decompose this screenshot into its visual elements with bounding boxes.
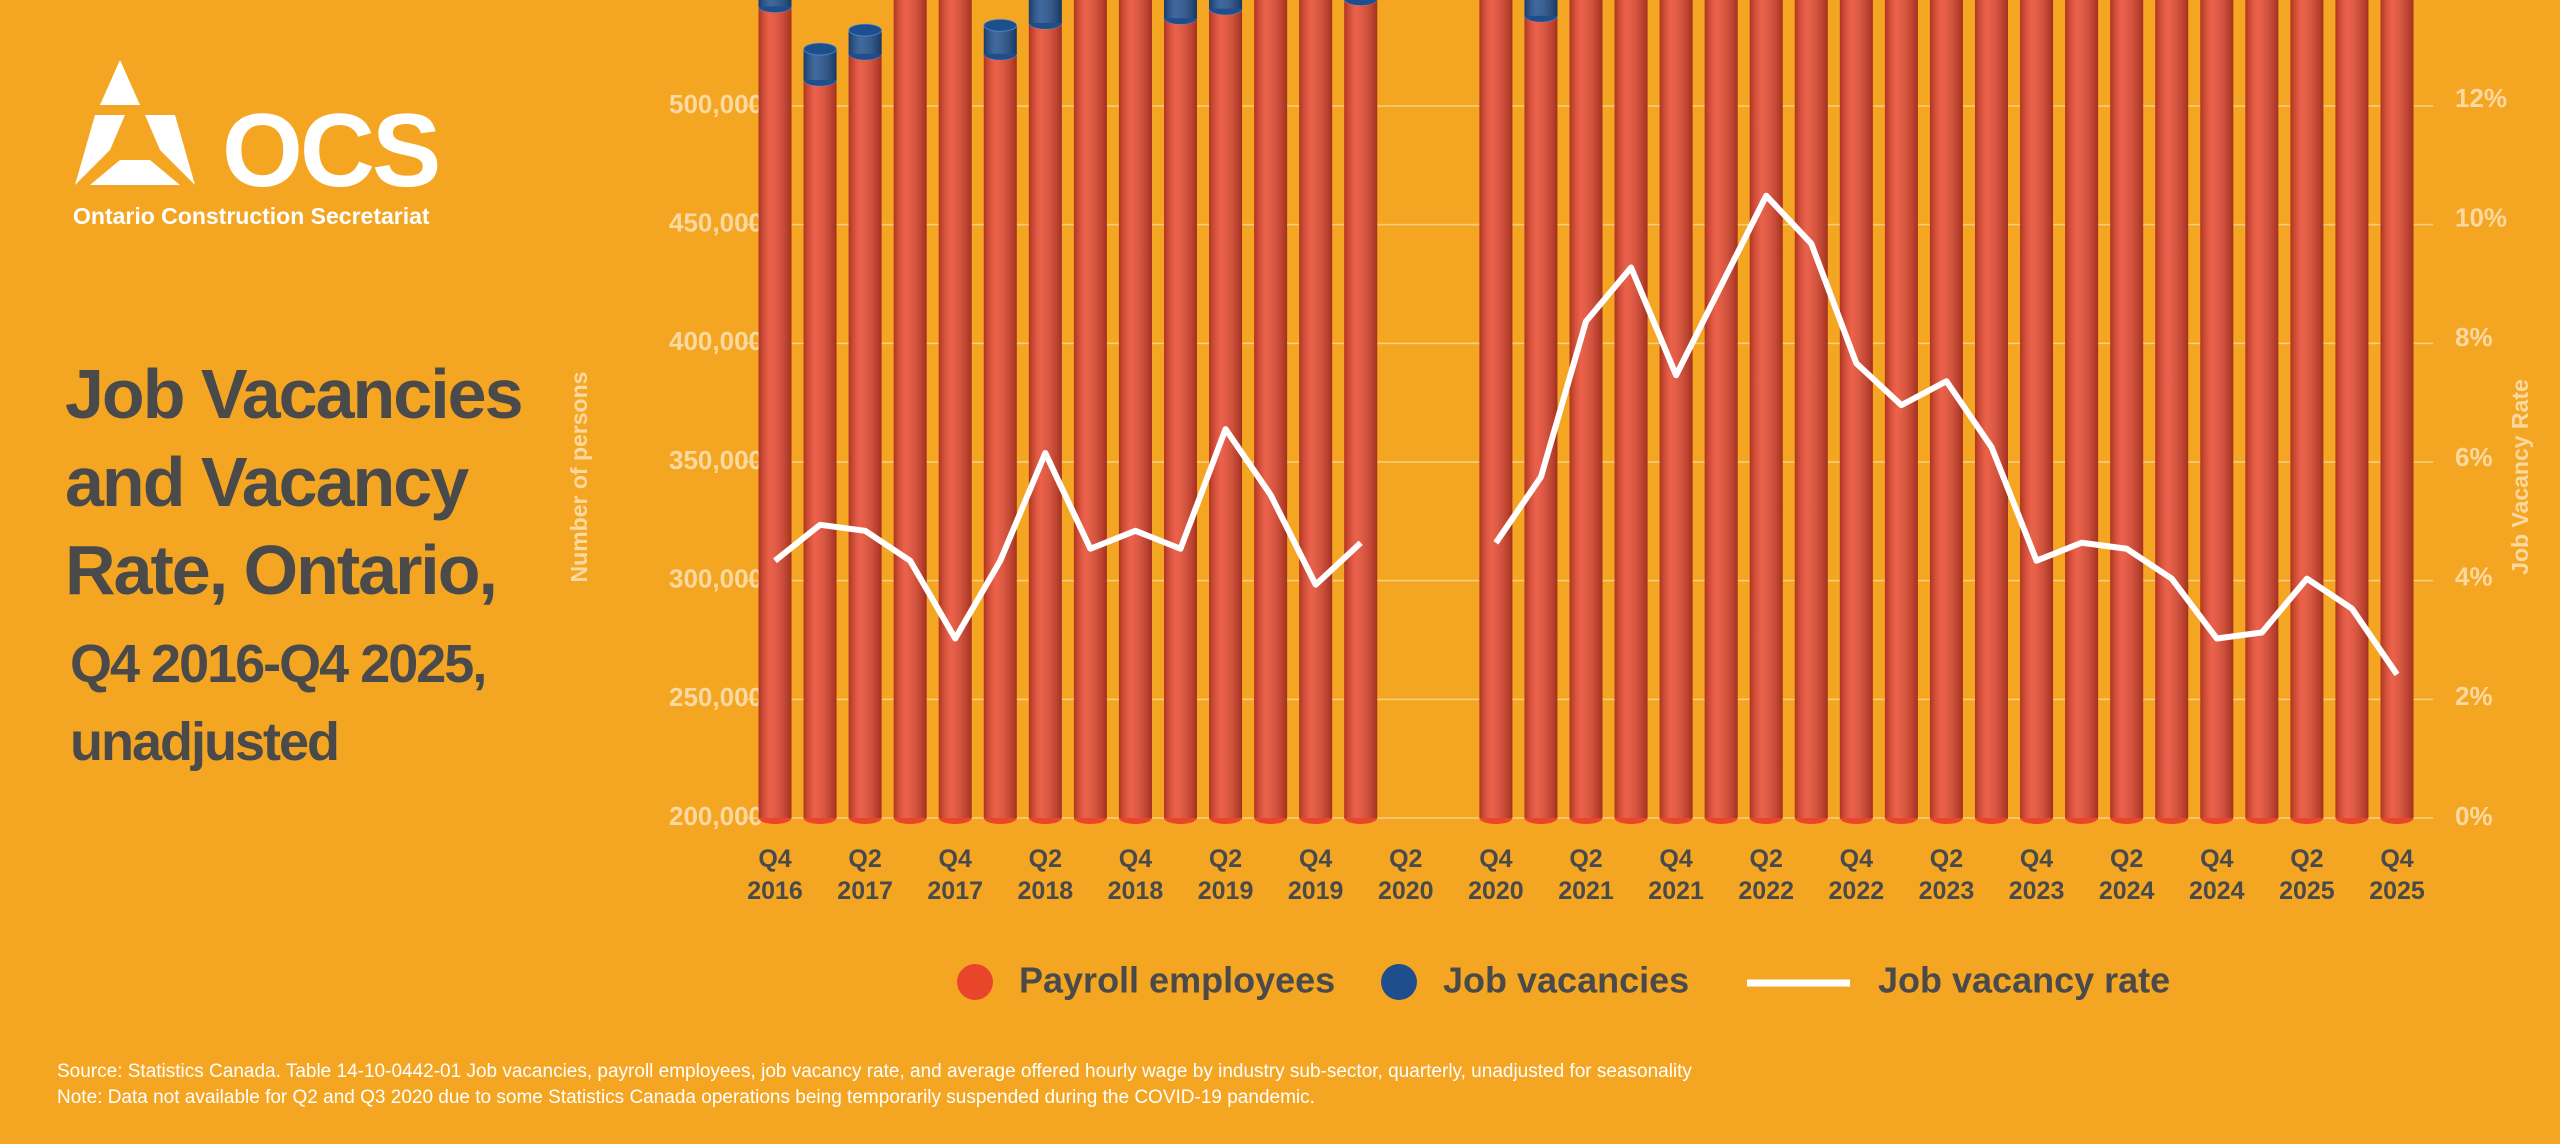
bar-shade (1073, 0, 1107, 818)
x-tick-label: Q2 2019 (1197, 845, 1254, 905)
bar-shade (1524, 15, 1558, 818)
bar-shade (1659, 0, 1693, 818)
x-tick-label: Q4 2025 (2369, 845, 2425, 905)
bar-shade (1794, 0, 1828, 818)
bar-shade (848, 53, 882, 818)
bar-shade (1118, 0, 1152, 818)
legend-swatch (957, 964, 993, 1000)
x-tick-label: Q2 2024 (2098, 845, 2155, 905)
y-tick-label: 300,000 (669, 564, 763, 594)
x-tick-label: Q2 2018 (1017, 845, 1074, 905)
source: Source: Statistics Canada. Table 14-10-0… (57, 1061, 1692, 1082)
x-tick-label: Q4 2018 (1107, 845, 1164, 905)
bar-shade (1344, 0, 1378, 818)
y-tick-label: 400,000 (669, 326, 763, 356)
bar-shade (1209, 0, 1243, 9)
bar-base (1344, 0, 1378, 6)
bar-shade (983, 53, 1017, 818)
bar-shade (938, 0, 972, 818)
bar-shade (2245, 0, 2279, 818)
y2-tick-label: 10% (2455, 203, 2507, 233)
bar-shade (1569, 0, 1603, 818)
logo-icon (75, 60, 195, 185)
bar-shade (1164, 0, 1197, 19)
x-tick-label: Q4 2023 (2008, 845, 2065, 905)
bar-shade (1479, 0, 1513, 819)
bar-shade (1839, 0, 1873, 818)
bar-shade (1524, 0, 1558, 16)
y-tick-label: 200,000 (669, 801, 763, 831)
bar-shade (1749, 0, 1783, 819)
y-axis-title: Number of persons (566, 372, 592, 583)
legend-swatch (1381, 964, 1417, 1000)
bar-shade (1028, 22, 1062, 818)
chart-title: Job Vacancies and Vacancy Rate, Ontario, (65, 355, 524, 609)
x-tick-label: Q4 2017 (927, 845, 984, 905)
y2-tick-label: 12% (2455, 83, 2507, 113)
bar-shade (848, 30, 882, 54)
y2-tick-label: 6% (2455, 442, 2493, 472)
bar-shade (1975, 0, 2008, 819)
note: Note: Data not available for Q2 and Q3 2… (57, 1087, 1315, 1108)
legend-label: Job vacancy rate (1878, 960, 2170, 1001)
bar-shade (1209, 8, 1243, 818)
bar-shade (803, 79, 837, 819)
bar-shade (2335, 0, 2369, 818)
x-tick-label: Q2 2023 (1918, 845, 1975, 905)
x-tick-label: Q2 2022 (1738, 845, 1795, 905)
bar-shade (2110, 0, 2144, 818)
y-tick-label: 500,000 (669, 89, 763, 119)
bar-shade (2155, 0, 2189, 818)
x-tick-label: Q2 2025 (2279, 845, 2335, 905)
x-tick-label: Q4 2020 (1468, 845, 1524, 905)
line (773, 192, 2400, 677)
logo-subtitle: Ontario Construction Secretariat (73, 203, 430, 229)
bar-shade (1614, 0, 1648, 819)
bar-shade (893, 0, 927, 819)
x-tick-label: Q2 2021 (1558, 845, 1614, 905)
y2-tick-label: 0% (2455, 801, 2493, 831)
legend-label: Payroll employees (1019, 960, 1335, 1001)
bar-shade (1884, 0, 1918, 819)
bar-shade (1704, 0, 1738, 818)
bar-shade (1254, 0, 1288, 818)
y-tick-label: 450,000 (669, 208, 763, 238)
bar-shade (2200, 0, 2234, 818)
x-tick-label: Q2 2017 (837, 845, 893, 905)
legend-label: Job vacancies (1443, 960, 1689, 1001)
x-tick-label: Q4 2024 (2188, 845, 2245, 905)
y2-tick-label: 2% (2455, 681, 2493, 711)
y-tick-label: 250,000 (669, 682, 763, 712)
bar-cap (983, 18, 1018, 32)
x-tick-label: Q2 2020 (1377, 845, 1434, 905)
bar-shade (758, 0, 792, 7)
bar-shade (758, 6, 792, 818)
y2-tick-label: 8% (2455, 322, 2493, 352)
x-tick-label: Q4 2021 (1648, 845, 1704, 905)
y2-axis-title: Job Vacancy Rate (2507, 379, 2533, 575)
bar-cap (848, 23, 883, 37)
bar-cap (803, 42, 838, 56)
bar-shade (1299, 0, 1333, 819)
chart-subtitle: Q4 2016-Q4 2025, unadjusted (70, 634, 487, 772)
bar-shade (2065, 0, 2099, 818)
bar-shade (1929, 0, 1963, 818)
bar-shade (1164, 18, 1197, 819)
bar-shade (1028, 0, 1062, 23)
x-tick-label: Q4 2022 (1828, 845, 1885, 905)
bar-shade (2020, 0, 2054, 818)
logo-name: OCS (222, 93, 441, 209)
y2-tick-label: 4% (2455, 562, 2493, 592)
x-tick-label: Q4 2016 (747, 845, 803, 905)
bar-shade (2290, 0, 2324, 818)
y-tick-label: 350,000 (669, 445, 763, 475)
x-tick-label: Q4 2019 (1287, 845, 1344, 905)
bar-shade (2380, 0, 2414, 819)
